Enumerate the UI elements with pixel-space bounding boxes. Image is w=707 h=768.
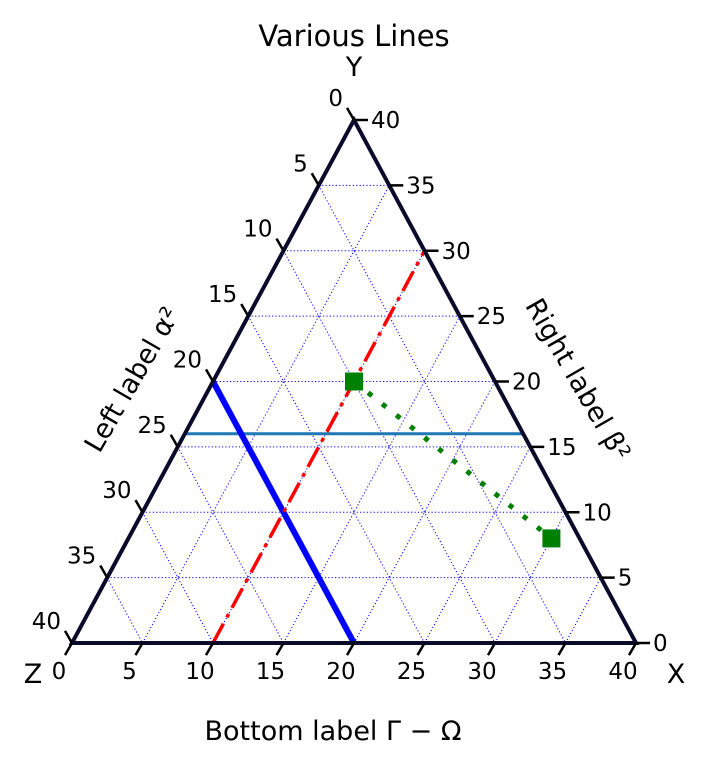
corner-label-left: Z	[24, 659, 43, 690]
right-tick-label: 5	[618, 566, 633, 592]
bottom-tick-label: 0	[52, 659, 67, 685]
bottom-tick-label: 15	[256, 659, 285, 685]
left-tick-label: 0	[328, 86, 343, 112]
left-tick-label: 15	[208, 282, 237, 308]
left-tick-label: 40	[32, 609, 61, 635]
bottom-tick	[486, 642, 497, 656]
bottom-axis-label: Bottom label Γ − Ω	[205, 716, 462, 747]
bottom-tick-label: 25	[397, 659, 426, 685]
series-line-3	[211, 249, 427, 644]
grid-line	[424, 446, 531, 644]
bottom-tick	[557, 642, 567, 656]
left-tick	[310, 172, 320, 186]
left-tick-label: 25	[137, 413, 166, 439]
left-tick	[345, 107, 356, 121]
left-tick-label: 10	[243, 217, 272, 243]
bottom-tick-label: 35	[538, 659, 567, 685]
right-tick-label: 35	[406, 173, 435, 199]
left-tick	[134, 499, 144, 513]
series-marker-4-1	[345, 372, 363, 391]
right-tick-label: 25	[477, 304, 506, 330]
grid-line	[106, 577, 143, 644]
left-tick	[99, 564, 109, 579]
bottom-tick	[134, 642, 144, 656]
left-tick	[275, 238, 285, 252]
right-tick-label: 10	[583, 500, 612, 526]
bottom-tick	[275, 642, 285, 656]
left-axis-label: Left label α²	[79, 302, 187, 458]
grid-line	[247, 315, 425, 644]
bottom-tick	[204, 642, 215, 656]
right-tick-label: 30	[442, 239, 471, 265]
left-tick	[63, 630, 74, 644]
grid-line	[283, 250, 496, 644]
grid-line	[565, 577, 602, 644]
left-tick-label: 30	[102, 478, 131, 504]
bottom-tick-label: 5	[122, 659, 137, 685]
series-line-2	[210, 380, 357, 645]
right-tick-label: 0	[653, 631, 668, 657]
bottom-tick-label: 40	[608, 659, 637, 685]
bottom-tick	[627, 642, 638, 656]
grid-line	[142, 185, 390, 644]
grid-line	[494, 512, 566, 644]
chart-title: Various Lines	[258, 19, 449, 53]
grid-line	[142, 512, 214, 644]
bottom-tick-label: 30	[467, 659, 496, 685]
series-marker-4-2	[542, 529, 561, 548]
bottom-tick	[63, 642, 74, 656]
series-lines	[184, 249, 561, 645]
corner-label-top: Y	[345, 52, 363, 83]
bottom-tick-label: 10	[185, 659, 214, 685]
bottom-tick-label: 20	[326, 659, 355, 685]
left-tick-label: 5	[293, 151, 308, 177]
left-tick-label: 35	[67, 544, 96, 570]
grid-lines	[106, 184, 602, 644]
bottom-tick	[416, 642, 426, 656]
left-tick	[204, 368, 215, 383]
left-tick	[240, 303, 250, 317]
left-tick-label: 20	[173, 347, 202, 373]
right-tick-label: 15	[547, 435, 576, 461]
bottom-tick	[345, 642, 356, 656]
series-line-4	[352, 379, 553, 541]
tick-marks: 0 0 0 5 5 5 10 10 10 15 15 15 20 20 20 25 25 25 30 30 30 35 35…	[32, 86, 668, 685]
right-tick-label: 20	[512, 370, 541, 396]
corner-label-right: X	[667, 659, 686, 690]
right-tick-label: 40	[371, 108, 400, 134]
left-tick	[169, 434, 179, 448]
grid-line	[283, 315, 461, 644]
